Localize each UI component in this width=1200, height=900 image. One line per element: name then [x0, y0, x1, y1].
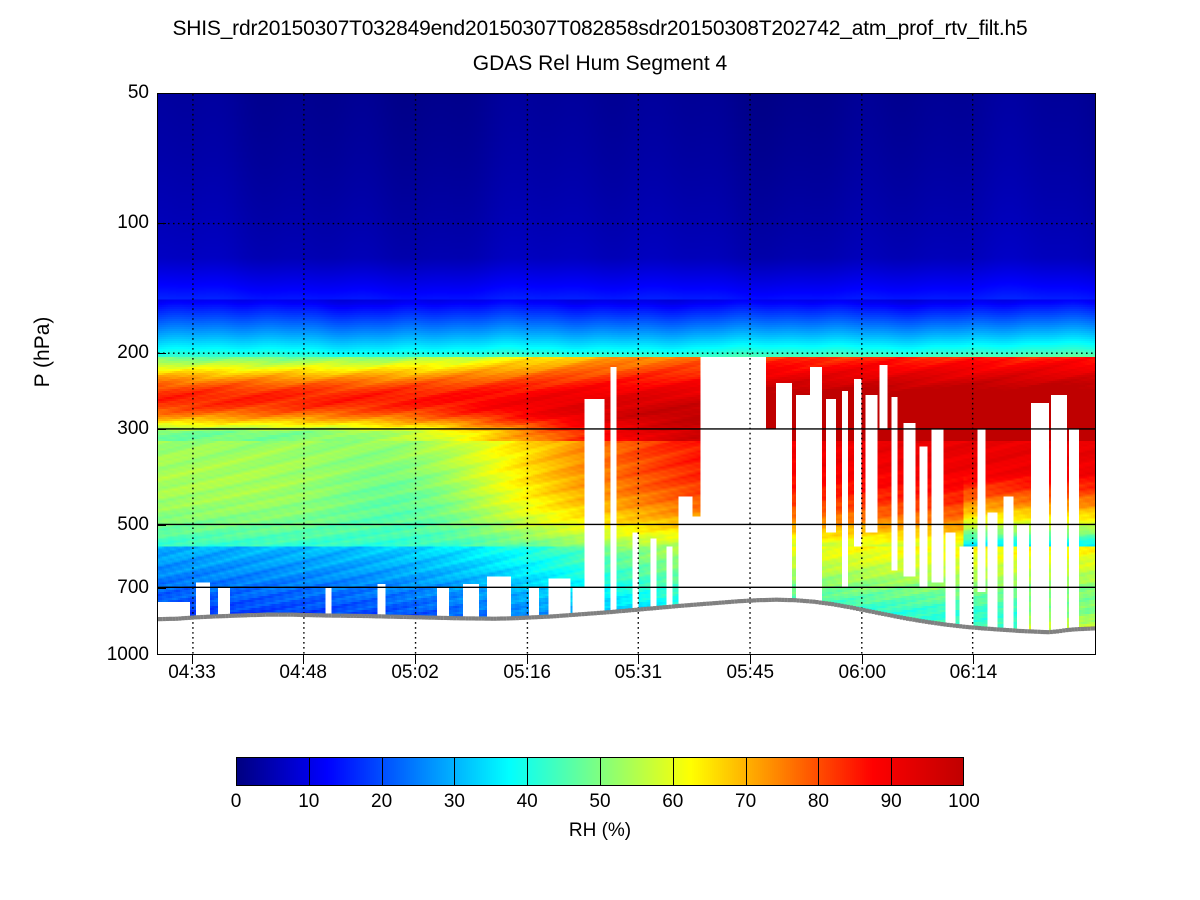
- y-tick-mark-500: [157, 525, 166, 526]
- colorbar-tick-label-60: 60: [662, 791, 684, 812]
- x-tick-mark-05-31: [638, 655, 640, 664]
- colorbar-tick-labels: 0 10 20 30 40 50 60 70 80 90 100: [0, 791, 1200, 817]
- y-axis-title: P (hPa): [31, 316, 54, 388]
- x-tick-label-04-48: 04:48: [279, 662, 327, 683]
- x-tick-label-06-14: 06:14: [949, 662, 998, 683]
- x-tick-label-05-31: 05:31: [614, 662, 663, 683]
- y-tick-label-1000: 1000: [106, 644, 149, 665]
- x-tick-mark-04-33: [192, 655, 193, 664]
- colorbar-tick-mark-90: [891, 757, 893, 786]
- surface-pressure-line: [158, 597, 1095, 635]
- colorbar-title: RH (%): [568, 820, 632, 841]
- x-tick-label-05-02: 05:02: [391, 662, 439, 683]
- y-tick-mark-200: [157, 353, 166, 355]
- heatmap-plot-area: [157, 93, 1096, 655]
- colorbar-tick-mark-60: [672, 757, 674, 786]
- y-tick-mark-100: [157, 223, 166, 224]
- x-tick-mark-06-14: [973, 655, 975, 664]
- y-tick-label-200: 200: [117, 342, 149, 364]
- x-tick-label-05-45: 05:45: [726, 662, 775, 683]
- figure-subtitle: GDAS Rel Hum Segment 4: [472, 52, 728, 75]
- x-tick-mark-04-48: [303, 655, 305, 664]
- y-axis-tick-labels: 50 100 200 300 500 700 1000: [0, 82, 149, 665]
- x-tick-mark-06-00: [862, 655, 864, 664]
- y-tick-label-300: 300: [117, 418, 149, 440]
- colorbar-tick-mark-70: [745, 757, 747, 786]
- y-tick-label-700: 700: [117, 577, 149, 599]
- colorbar-tick-mark-40: [527, 757, 529, 786]
- colorbar-tick-label-10: 10: [298, 791, 320, 812]
- colorbar: [236, 757, 964, 786]
- colorbar-tick-mark-50: [600, 757, 601, 786]
- colorbar-tick-mark-80: [818, 757, 820, 786]
- figure-title: SHIS_rdr20150307T032849end20150307T08285…: [172, 17, 1028, 40]
- colorbar-tick-label-30: 30: [443, 791, 465, 812]
- x-tick-label-04-33: 04:33: [168, 662, 216, 683]
- y-tick-label-500: 500: [117, 514, 149, 535]
- colorbar-tick-mark-20: [381, 757, 383, 786]
- relative-humidity-heatmap: [158, 94, 1095, 654]
- x-tick-mark-05-45: [750, 655, 752, 664]
- gridlines: [158, 94, 1095, 654]
- x-tick-label-06-00: 06:00: [838, 662, 887, 683]
- colorbar-tick-mark-10: [308, 757, 310, 786]
- y-tick-mark-300: [157, 429, 166, 431]
- y-tick-label-50: 50: [127, 82, 149, 103]
- colorbar-tick-label-90: 90: [880, 791, 902, 812]
- x-tick-mark-05-16: [527, 655, 529, 664]
- title-block: SHIS_rdr20150307T032849end20150307T08285…: [0, 18, 1200, 74]
- y-tick-mark-700: [157, 588, 166, 590]
- colorbar-tick-label-0: 0: [230, 791, 242, 812]
- x-axis-tick-labels: 04:33 04:48 05:02 05:16 05:31 05:45 06:00 06:14: [0, 662, 1200, 692]
- x-tick-mark-05-02: [415, 655, 417, 664]
- colorbar-tick-label-20: 20: [371, 791, 393, 812]
- colorbar-tick-label-70: 70: [735, 791, 757, 812]
- colorbar-tick-mark-30: [454, 757, 456, 786]
- colorbar-tick-label-100: 100: [948, 791, 980, 812]
- x-tick-label-05-16: 05:16: [503, 662, 551, 683]
- colorbar-tick-label-50: 50: [589, 791, 611, 812]
- colorbar-tick-label-80: 80: [807, 791, 829, 812]
- y-tick-label-100: 100: [117, 212, 149, 233]
- colorbar-tick-label-40: 40: [516, 791, 538, 812]
